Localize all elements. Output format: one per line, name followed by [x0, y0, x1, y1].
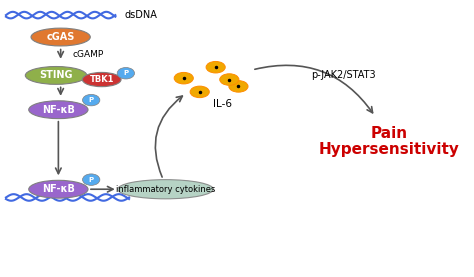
- Ellipse shape: [82, 72, 121, 87]
- Text: P: P: [123, 70, 128, 76]
- Text: cGAS: cGAS: [46, 32, 75, 42]
- Text: NF-κB: NF-κB: [42, 184, 75, 194]
- Text: p-JAK2/STAT3: p-JAK2/STAT3: [311, 70, 375, 80]
- Ellipse shape: [82, 94, 100, 106]
- Text: P: P: [89, 97, 94, 103]
- Text: IL-6: IL-6: [213, 99, 232, 109]
- Ellipse shape: [117, 68, 135, 79]
- Ellipse shape: [229, 81, 248, 92]
- Ellipse shape: [174, 72, 193, 84]
- Ellipse shape: [190, 86, 210, 98]
- Text: NF-κB: NF-κB: [42, 105, 75, 115]
- Ellipse shape: [82, 174, 100, 185]
- Ellipse shape: [25, 66, 87, 84]
- Text: dsDNA: dsDNA: [125, 10, 157, 20]
- Text: inflammatory cytokines: inflammatory cytokines: [116, 185, 215, 194]
- Text: P: P: [89, 177, 94, 183]
- Text: Pain: Pain: [370, 125, 408, 140]
- Ellipse shape: [29, 101, 88, 119]
- Ellipse shape: [29, 180, 88, 198]
- FancyArrowPatch shape: [255, 65, 373, 113]
- Ellipse shape: [118, 179, 213, 199]
- Text: Hypersensitivity: Hypersensitivity: [319, 142, 459, 157]
- Text: TBK1: TBK1: [90, 75, 114, 84]
- Ellipse shape: [220, 74, 239, 85]
- Ellipse shape: [31, 28, 90, 46]
- Text: cGAMP: cGAMP: [72, 50, 103, 59]
- FancyArrowPatch shape: [155, 96, 182, 177]
- Ellipse shape: [206, 61, 225, 73]
- Text: STING: STING: [39, 70, 73, 80]
